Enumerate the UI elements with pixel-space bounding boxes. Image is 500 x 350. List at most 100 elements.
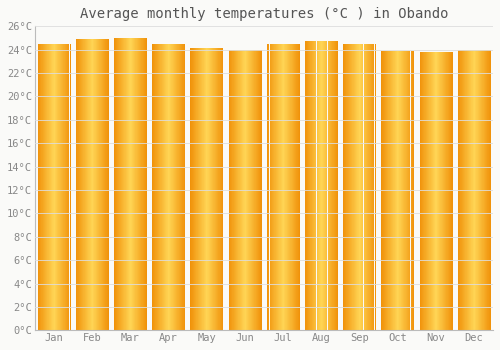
Bar	[449, 52, 450, 330]
Bar	[171, 44, 172, 330]
Bar	[199, 49, 200, 330]
Bar	[219, 49, 220, 330]
Bar	[309, 42, 310, 330]
Bar	[320, 42, 321, 330]
Bar	[368, 44, 369, 330]
Bar	[143, 38, 144, 330]
Bar	[446, 52, 447, 330]
Bar	[429, 52, 430, 330]
Bar	[217, 49, 218, 330]
Bar	[237, 50, 238, 330]
Bar	[246, 50, 248, 330]
Bar	[336, 42, 337, 330]
Bar	[251, 50, 252, 330]
Bar	[369, 44, 370, 330]
Bar	[431, 52, 432, 330]
Bar	[128, 38, 129, 330]
Bar	[412, 51, 413, 330]
Bar	[91, 39, 92, 330]
Bar	[180, 44, 181, 330]
Bar	[249, 50, 250, 330]
Bar	[330, 42, 331, 330]
Bar	[200, 49, 201, 330]
Bar	[194, 49, 195, 330]
Bar	[108, 39, 109, 330]
Bar	[296, 44, 297, 330]
Bar	[56, 44, 57, 330]
Bar	[94, 39, 95, 330]
Bar	[274, 44, 275, 330]
Bar	[473, 50, 474, 330]
Bar	[331, 42, 332, 330]
Bar	[169, 44, 170, 330]
Bar	[428, 52, 429, 330]
Bar	[46, 44, 47, 330]
Bar	[404, 51, 405, 330]
Bar	[136, 38, 137, 330]
Bar	[447, 52, 448, 330]
Bar	[248, 50, 249, 330]
Bar	[333, 42, 334, 330]
Bar	[448, 52, 449, 330]
Bar	[65, 44, 66, 330]
Bar	[474, 50, 475, 330]
Bar	[451, 52, 452, 330]
Bar	[345, 44, 346, 330]
Bar	[270, 44, 271, 330]
Bar	[170, 44, 171, 330]
Bar	[423, 52, 424, 330]
Bar	[178, 44, 179, 330]
Bar	[355, 44, 356, 330]
Bar	[95, 39, 96, 330]
Bar	[238, 50, 239, 330]
Bar	[59, 44, 60, 330]
Bar	[223, 49, 224, 330]
Bar	[439, 52, 440, 330]
Bar	[78, 39, 79, 330]
Bar	[92, 39, 93, 330]
Bar	[354, 44, 355, 330]
Bar	[460, 50, 461, 330]
Bar	[135, 38, 136, 330]
Bar	[120, 38, 121, 330]
Bar	[306, 42, 307, 330]
Bar	[485, 50, 486, 330]
Bar	[121, 38, 122, 330]
Bar	[398, 51, 399, 330]
Bar	[436, 52, 437, 330]
Bar	[477, 50, 478, 330]
Bar	[202, 49, 203, 330]
Bar	[394, 51, 395, 330]
Bar	[106, 39, 107, 330]
Bar	[119, 38, 120, 330]
Bar	[133, 38, 134, 330]
Bar	[424, 52, 425, 330]
Bar	[295, 44, 296, 330]
Bar	[144, 38, 145, 330]
Bar	[98, 39, 99, 330]
Bar	[359, 44, 360, 330]
Bar	[305, 42, 306, 330]
Bar	[334, 42, 335, 330]
Bar	[421, 52, 422, 330]
Bar	[130, 38, 131, 330]
Bar	[312, 42, 313, 330]
Bar	[51, 44, 52, 330]
Bar	[487, 50, 488, 330]
Bar	[366, 44, 367, 330]
Bar	[409, 51, 410, 330]
Bar	[356, 44, 357, 330]
Bar	[405, 51, 406, 330]
Bar	[298, 44, 299, 330]
Bar	[157, 44, 158, 330]
Bar	[154, 44, 155, 330]
Bar	[255, 50, 256, 330]
Bar	[364, 44, 365, 330]
Bar	[258, 50, 259, 330]
Bar	[349, 44, 350, 330]
Bar	[198, 49, 199, 330]
Bar	[206, 49, 207, 330]
Bar	[82, 39, 83, 330]
Bar	[318, 42, 319, 330]
Bar	[307, 42, 308, 330]
